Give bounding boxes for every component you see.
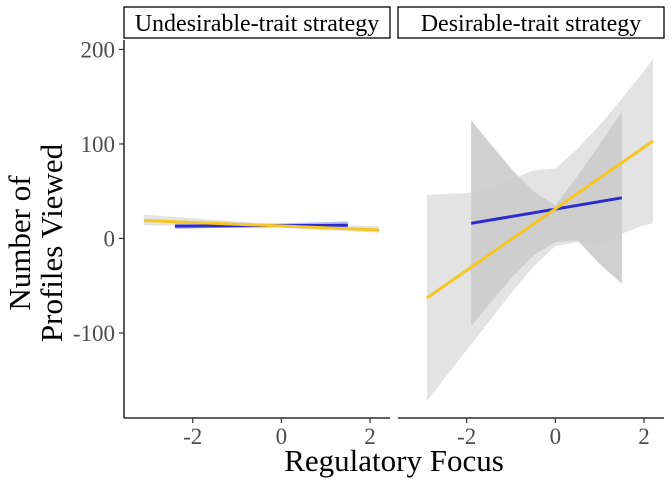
facet-title: Desirable-trait strategy <box>421 11 642 37</box>
regression-line-2 <box>425 139 654 300</box>
x-tick-label: -2 <box>457 424 476 449</box>
facet-strip <box>397 6 665 39</box>
y-axis-title-line-1: Number of <box>2 175 37 311</box>
x-tick-label: 0 <box>276 424 288 449</box>
panels-layer: Undesirable-trait strategy-2 0 2Desirable-… <box>123 6 665 449</box>
regression-line-1 <box>470 196 623 225</box>
y-tick-label: 100 <box>81 132 116 157</box>
panel-2: Desirable-trait strategy -2 0 2 <box>397 6 665 449</box>
y-axis-title-line-2: Profiles Viewed <box>34 143 69 342</box>
regression-line-2 <box>143 218 379 232</box>
y-tick-label: 200 <box>81 37 116 62</box>
y-tick-label: -100 <box>73 321 115 346</box>
x-tick-label: -2 <box>183 424 202 449</box>
facet-strip <box>123 6 391 39</box>
y-tick-label: 0 <box>104 226 116 251</box>
x-tick-label: 2 <box>638 424 650 449</box>
y-axis-title: Number of Profiles Viewed <box>2 143 69 342</box>
x-axis-title: Regulatory Focus <box>284 443 504 478</box>
confidence-band-2 <box>426 58 653 402</box>
x-tick-label: 0 <box>550 424 562 449</box>
x-tick-label: 2 <box>364 424 376 449</box>
facet-title: Undesirable-trait strategy <box>135 11 380 37</box>
panel-1: Undesirable-trait strategy -2 0 2 <box>123 6 391 449</box>
y-axis: 200 100 0 -100 <box>73 37 125 418</box>
